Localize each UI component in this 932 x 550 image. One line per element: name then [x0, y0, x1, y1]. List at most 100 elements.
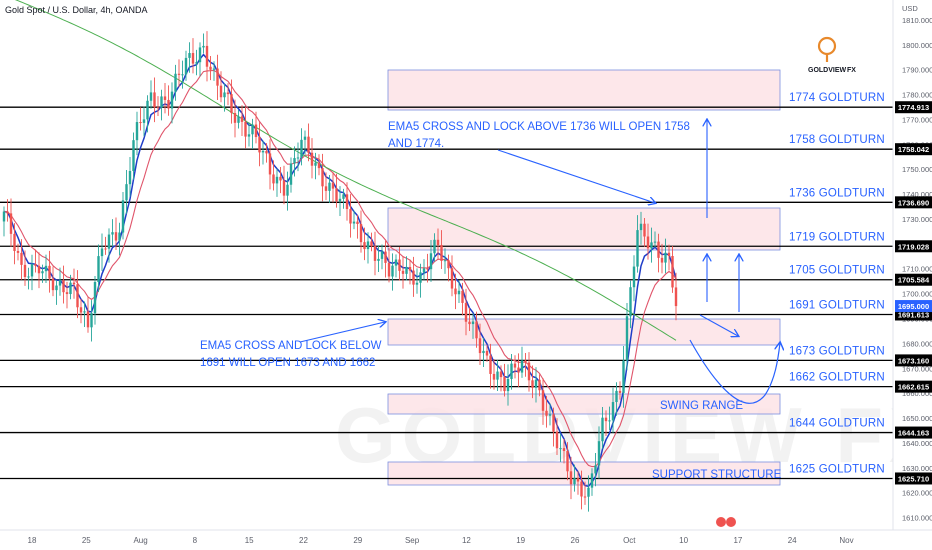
candle-body [541, 390, 545, 411]
candle-body [205, 45, 209, 67]
candle-body [524, 360, 527, 363]
candle-body [496, 371, 499, 380]
candle-body [356, 221, 359, 225]
x-ticks: 18 25 Aug 8 15 22 29 Sep 12 19 26 Oct 10 17 24 Nov [28, 536, 854, 545]
candle-body [618, 390, 622, 393]
candle-body [149, 92, 153, 101]
candle-body [405, 266, 408, 274]
candle-body [174, 73, 177, 92]
candle-body [548, 414, 552, 416]
candle-body [23, 264, 27, 277]
x-tick-label: 29 [353, 536, 362, 545]
candle-body [373, 246, 377, 261]
candle-body [93, 282, 97, 314]
candle-body [240, 116, 244, 122]
y-tick-label: 1740.000 [902, 190, 932, 199]
y-tick-label: 1680.000 [902, 339, 932, 348]
candle-body [643, 223, 646, 237]
level-price-tag [895, 101, 932, 114]
candle-body [314, 162, 317, 166]
candle-body [583, 496, 587, 498]
level-label: 1758 GOLDTURN [789, 134, 885, 146]
y-tick-label: 1620.000 [902, 489, 932, 498]
candle-body [492, 373, 496, 380]
level-label: 1774 GOLDTURN [789, 92, 885, 104]
candle-body [317, 162, 321, 169]
candle-body [219, 85, 223, 98]
candle-body [335, 188, 338, 202]
candle-body [412, 270, 415, 285]
candle-body [527, 362, 531, 381]
candle-body [534, 379, 538, 388]
candle-body [562, 448, 566, 452]
level-label: 1736 GOLDTURN [789, 187, 885, 199]
candle-body [629, 287, 632, 317]
candle-body [251, 124, 254, 135]
y-tick-label: 1800.000 [902, 41, 932, 50]
event-flag-icon[interactable] [726, 517, 736, 527]
arrows-layer [299, 120, 780, 404]
candle-body [328, 182, 331, 191]
y-tick-label: 1810.000 [902, 16, 932, 25]
candle-body [121, 200, 125, 233]
candle-body [184, 57, 188, 75]
candle-body [296, 157, 300, 159]
candle-body [160, 96, 163, 108]
candle-body [538, 379, 541, 391]
candle-body [513, 363, 517, 368]
candle-body [415, 282, 419, 285]
event-flag-icon[interactable] [716, 517, 726, 527]
level-price-tag [895, 472, 932, 485]
candle-body [128, 170, 132, 185]
x-tick-label: 17 [733, 536, 742, 545]
candle-body [625, 316, 629, 361]
level-label: 1691 GOLDTURN [789, 299, 885, 311]
candle-body [349, 209, 352, 224]
y-tick-label: 1750.000 [902, 165, 932, 174]
candle-body [114, 232, 118, 241]
x-tick-label: Aug [133, 536, 147, 545]
candle-body [569, 471, 573, 485]
candle-body [510, 363, 513, 379]
candle-body [331, 182, 335, 189]
candle-body [520, 360, 524, 373]
ema-mid-line [3, 69, 677, 468]
candle-body [135, 122, 139, 141]
level-label: 1625 GOLDTURN [789, 463, 885, 475]
candle-body [580, 481, 583, 497]
annotation-below-line-1: EMA5 CROSS AND LOCK BELOW [200, 340, 382, 352]
candle-body [188, 53, 191, 58]
level-price-tag [895, 196, 932, 209]
x-tick-label: 26 [571, 536, 580, 545]
x-tick-label: 19 [516, 536, 525, 545]
candle-body [552, 414, 555, 432]
candle-body [345, 194, 349, 210]
y-tick-label: 1610.000 [902, 514, 932, 523]
candle-body [429, 253, 433, 270]
candle-body [286, 184, 289, 196]
candles-layer[interactable] [2, 31, 678, 512]
events-icon[interactable] [716, 517, 736, 527]
candle-body [167, 99, 170, 109]
candle-body [139, 122, 142, 124]
time-axis[interactable]: 18 25 Aug 8 15 22 29 Sep 12 19 26 Oct 10 17 24 Nov [0, 529, 932, 545]
candle-body [667, 252, 671, 256]
candle-body [9, 213, 13, 234]
candle-body [674, 287, 678, 307]
price-axis[interactable]: USD 1610.000 1620.000 1630.000 1640.000 1650… [892, 0, 932, 530]
annotation-below: EMA5 CROSS AND LOCK BELOW 1691 WILL OPEN… [200, 340, 382, 369]
annotation-above-line-1: EMA5 CROSS AND LOCK ABOVE 1736 WILL OPEN… [388, 121, 690, 133]
brand-name: GOLDVIEW [808, 67, 847, 74]
zone-box [387, 318, 781, 346]
candle-body [153, 92, 156, 108]
candle-body [181, 74, 184, 76]
candle-body [419, 272, 422, 283]
candle-body [461, 290, 464, 303]
candle-body [13, 233, 16, 251]
candle-body [72, 282, 76, 285]
level-label: 1705 GOLDTURN [789, 265, 885, 277]
candle-body [587, 487, 590, 497]
candle-body [191, 53, 195, 64]
